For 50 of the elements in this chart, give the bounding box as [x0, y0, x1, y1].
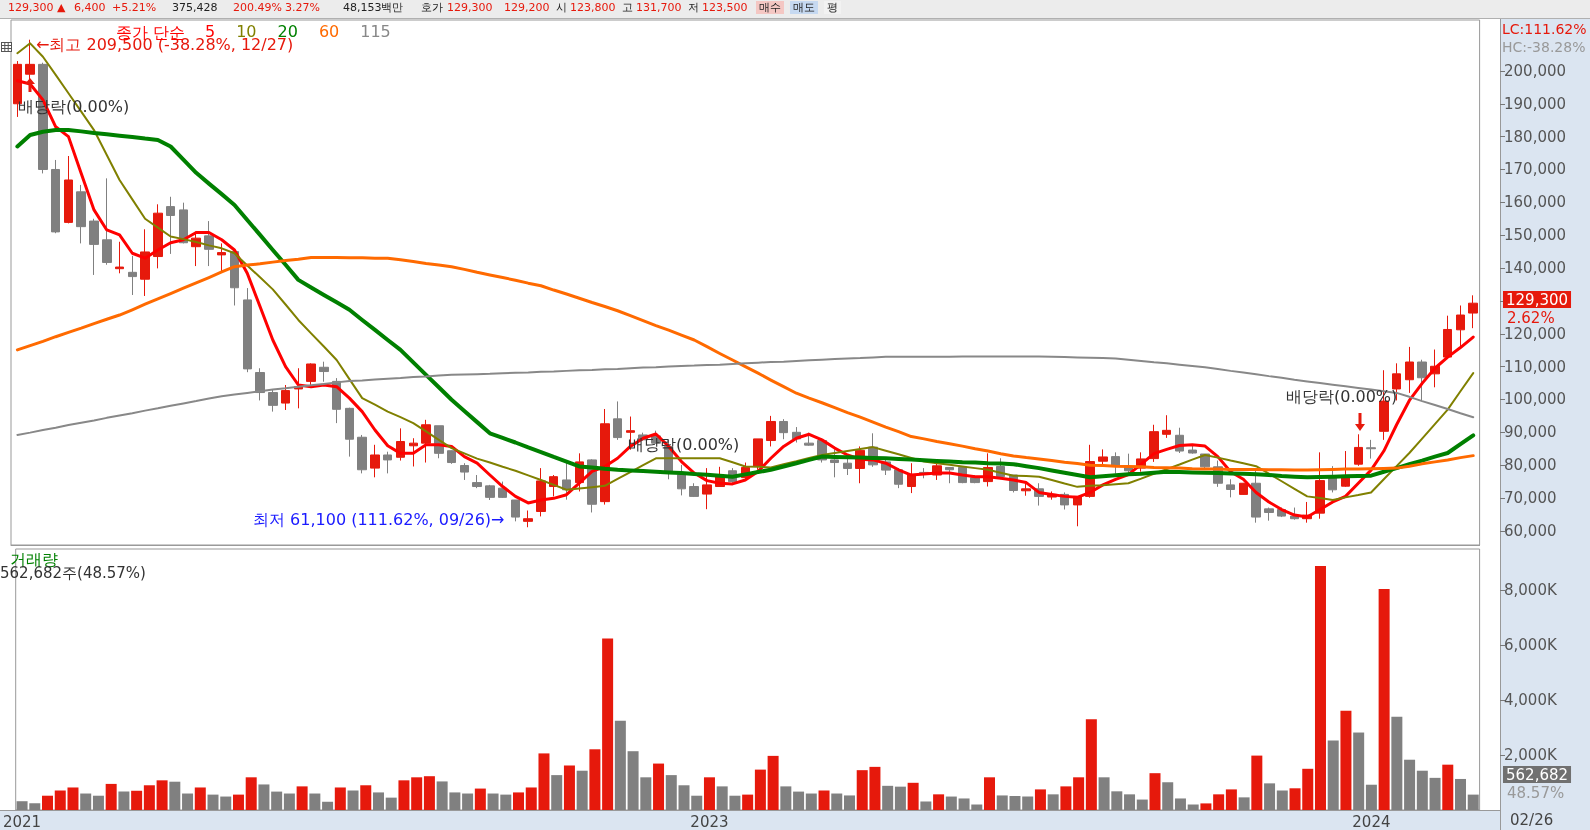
y-tick-label: 120,000	[1504, 324, 1567, 343]
y-tick-label: 70,000	[1504, 489, 1557, 508]
x-tick-label: 2024	[1352, 812, 1391, 830]
y-tick-label: 160,000	[1504, 193, 1567, 212]
text: 평	[827, 1, 838, 14]
y-tick-label: 60,000	[1504, 521, 1557, 540]
text: 48.57%	[1507, 783, 1565, 802]
text: 129,300	[1506, 290, 1569, 309]
text: 129,300 ▲	[8, 1, 66, 14]
text: 2.62%	[1507, 308, 1555, 327]
text: 48,153백만	[343, 1, 404, 14]
text: 115	[360, 21, 391, 41]
annotation: 최저 61,100 (111.62%, 09/26)→	[253, 509, 505, 529]
text: 매수	[759, 1, 781, 14]
text: LC:111.62%	[1502, 21, 1587, 37]
y-tick-label: 8,000K	[1504, 581, 1558, 600]
y-tick-label: 200,000	[1504, 61, 1567, 80]
text: 6,400	[74, 1, 106, 14]
text: 200.49%	[233, 1, 282, 14]
text: 호가	[421, 1, 443, 14]
text: 562,682	[1506, 765, 1569, 784]
text: 375,428	[172, 1, 218, 14]
y-tick-label: 100,000	[1504, 390, 1567, 409]
text: 129,300	[447, 1, 493, 14]
text: 고	[622, 1, 633, 14]
y-tick-label: 180,000	[1504, 127, 1567, 146]
y-tick-label: 110,000	[1504, 357, 1567, 376]
text: 매도	[793, 1, 815, 14]
text: 123,500	[702, 1, 748, 14]
text: 시	[556, 1, 567, 14]
x-tick-label: 2021	[2, 812, 42, 830]
y-tick-label: 90,000	[1504, 423, 1557, 442]
y-tick-label: 2,000K	[1504, 746, 1558, 765]
text: 60	[318, 21, 340, 41]
text: 129,200	[504, 1, 550, 14]
y-tick-label: 190,000	[1504, 94, 1567, 113]
text: 131,700	[636, 1, 682, 14]
text: 123,800	[570, 1, 616, 14]
y-tick-label: 170,000	[1504, 160, 1567, 179]
text: +5.21%	[112, 1, 157, 14]
text: 저	[688, 1, 699, 14]
text: HC:-38.28%	[1502, 39, 1586, 55]
y-tick-label: 6,000K	[1504, 636, 1558, 655]
y-tick-label: 80,000	[1504, 456, 1557, 475]
text: 3.27%	[285, 1, 320, 14]
y-tick-label: 140,000	[1504, 259, 1567, 278]
x-tick-label: 2023	[690, 812, 729, 830]
y-tick-label: 150,000	[1504, 226, 1567, 245]
text: 02/26	[1510, 810, 1554, 829]
y-tick-label: 4,000K	[1504, 691, 1558, 710]
